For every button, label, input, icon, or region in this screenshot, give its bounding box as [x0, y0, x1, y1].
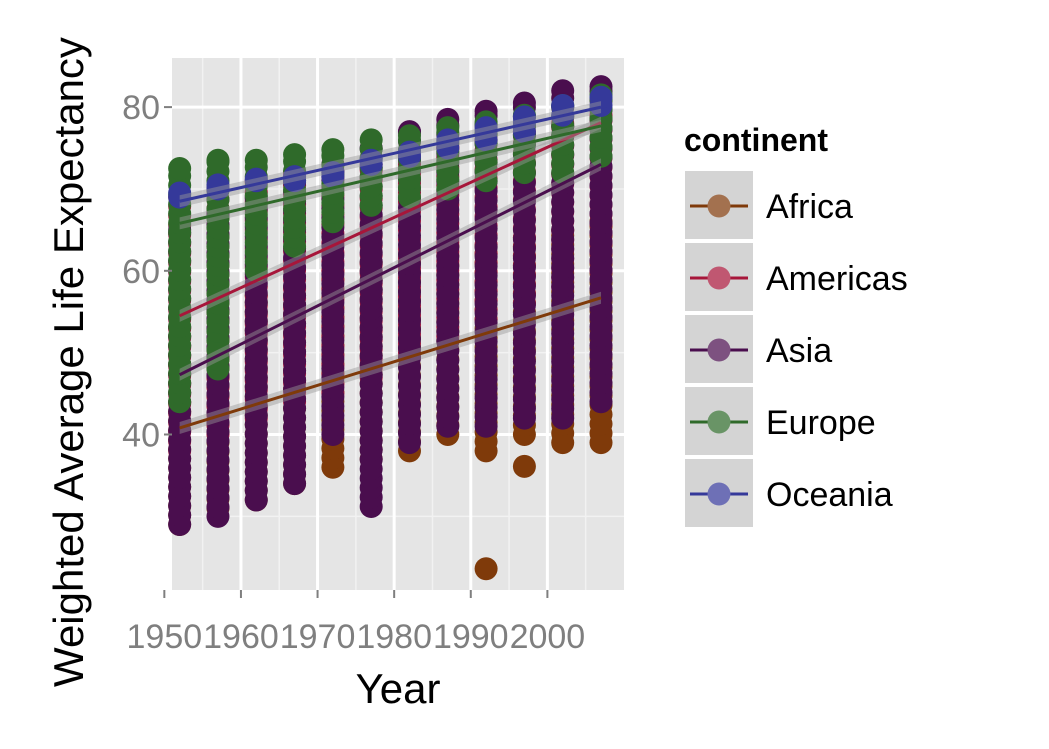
data-point [397, 124, 421, 148]
trend-line [179, 105, 602, 203]
data-point [551, 93, 575, 117]
legend-label: Europe [766, 404, 876, 442]
data-point [283, 143, 307, 167]
x-tick-label: 1980 [356, 618, 432, 656]
data-point [244, 148, 268, 172]
x-axis: 1950 1960 1970 1980 1990 2000 [127, 590, 586, 656]
data-point [474, 557, 498, 581]
legend-key-point [707, 266, 731, 290]
data-point [206, 148, 230, 172]
data-point [359, 148, 383, 172]
data-point [168, 156, 192, 180]
trend-line [179, 124, 602, 225]
x-tick-label: 1990 [433, 618, 509, 656]
y-tick-label: 60 [122, 253, 160, 291]
trend-line [179, 296, 602, 430]
legend-key-point [707, 338, 731, 362]
legend-label: Africa [766, 188, 853, 226]
data-point [397, 140, 421, 164]
data-point [589, 85, 613, 109]
plot-panel [162, 58, 624, 590]
data-point [512, 454, 536, 478]
x-tick-label: 1950 [127, 618, 203, 656]
x-tick-label: 1960 [203, 618, 279, 656]
x-axis-title: Year [356, 665, 441, 712]
x-tick-label: 2000 [510, 618, 586, 656]
legend-key-point [707, 194, 731, 218]
y-axis: 40 60 80 [122, 89, 172, 454]
legend-label: Oceania [766, 476, 893, 514]
y-tick-label: 80 [122, 89, 160, 127]
y-tick-label: 40 [122, 416, 160, 454]
legend-key-point [707, 482, 731, 506]
legend-key-point [707, 410, 731, 434]
y-axis-title: Weighted Average Life Expectancy [45, 37, 92, 687]
x-tick-label: 1970 [280, 618, 356, 656]
legend-title: continent [684, 122, 828, 158]
legend-label: Americas [766, 260, 908, 298]
data-point [359, 128, 383, 152]
data-point [321, 138, 345, 162]
legend-label: Asia [766, 332, 832, 370]
trend-line [179, 121, 602, 318]
legend: continent Africa Americas Asia Europe Oceani… [683, 122, 908, 529]
data-points [168, 75, 613, 581]
trend-line [178, 163, 602, 377]
trend-lines [178, 101, 602, 434]
